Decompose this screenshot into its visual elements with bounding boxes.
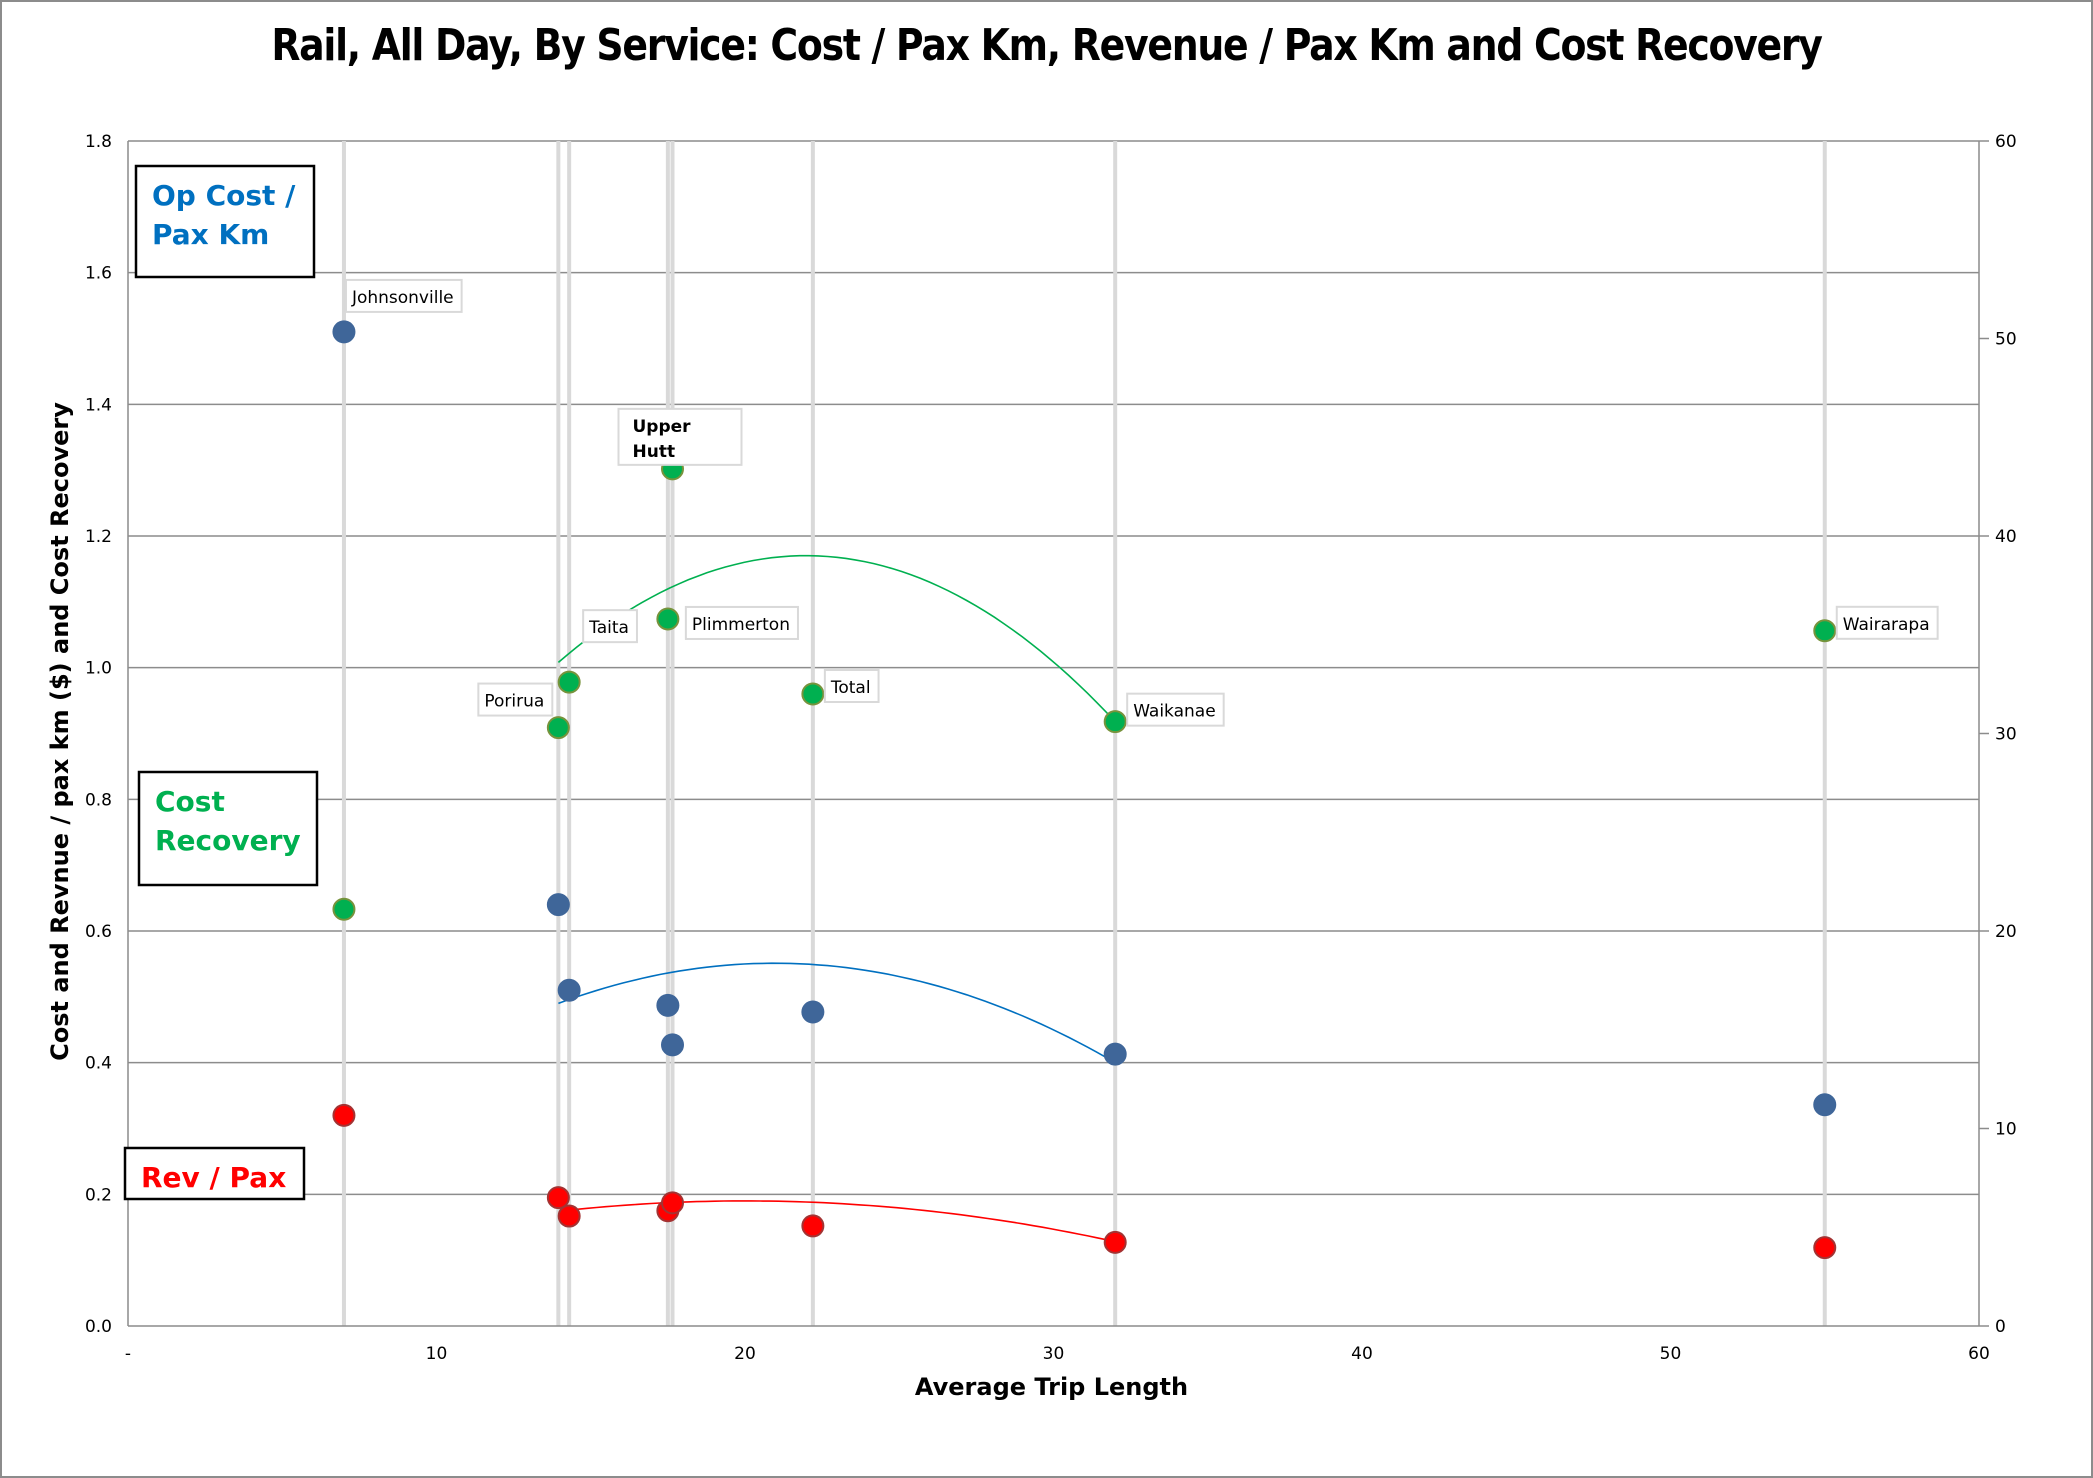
x-axis-title: Average Trip Length	[915, 1373, 1188, 1401]
data-points	[332, 320, 1837, 1260]
y-tick-label: 1.2	[85, 527, 112, 547]
callout-cost_recovery: Cost Recovery	[137, 770, 319, 887]
data-label-box	[684, 605, 799, 640]
point-op_cost	[332, 320, 356, 344]
point-revenue	[332, 1103, 356, 1127]
point-op_cost	[1813, 1093, 1837, 1117]
data-label: Waikanae	[1126, 692, 1225, 727]
point-cost_recovery	[546, 716, 570, 740]
y-tick-label: 0.2	[85, 1185, 112, 1205]
data-label: Taita	[582, 609, 638, 644]
callout-revenue: Rev / Pax	[123, 1146, 306, 1201]
data-label-text: Porirua	[484, 692, 544, 712]
x-tick-label: 40	[1351, 1344, 1373, 1364]
trendline-cost_recovery	[557, 554, 1116, 723]
point-op_cost	[656, 993, 680, 1017]
data-labels: Johnsonville Porirua Taita Plimmerton Upper H…	[344, 278, 1939, 727]
point-cost_recovery	[332, 897, 356, 921]
point-revenue	[1813, 1236, 1837, 1260]
callout-box	[137, 770, 319, 887]
y-tick-label: 0.0	[85, 1317, 112, 1337]
point-revenue	[557, 1204, 581, 1228]
trendlines	[557, 554, 1116, 1243]
data-label: Plimmerton	[684, 605, 799, 640]
point-revenue	[801, 1214, 825, 1238]
trendline-revenue	[569, 1200, 1116, 1243]
data-label-text: Waikanae	[1133, 702, 1215, 722]
data-label-box	[344, 278, 463, 313]
data-label-box	[477, 682, 554, 717]
y-tick-label: 1.6	[85, 264, 112, 284]
data-label: Wairarapa	[1835, 605, 1939, 640]
y2-tick-label: 10	[1995, 1120, 2017, 1140]
y-tick-label: 1.4	[85, 395, 112, 415]
point-op_cost	[1103, 1042, 1127, 1066]
y-tick-label: 1.0	[85, 659, 112, 679]
y-tick-label: 1.8	[85, 132, 112, 152]
point-cost_recovery	[801, 682, 825, 706]
axes: 0.0 0.2 0.4 0.6 0.8 1.0 1.2 1.4 1.6 1.8 0 10 20 30 40 5…	[85, 132, 2017, 1364]
y2-tick-label: 20	[1995, 922, 2017, 942]
x-tick-label: 60	[1968, 1344, 1990, 1364]
series-callouts: Op Cost / Pax Km Cost Recovery Rev / Pax	[123, 164, 319, 1201]
chart-title: Rail, All Day, By Service: Cost / Pax Km…	[271, 20, 1823, 71]
point-op_cost	[546, 893, 570, 917]
callout-text: Rev / Pax	[141, 1161, 286, 1194]
data-label-box	[582, 609, 638, 644]
point-revenue	[546, 1186, 570, 1210]
point-cost_recovery	[1103, 710, 1127, 734]
callout-text: Op Cost /	[152, 179, 296, 212]
data-label: Total	[823, 669, 880, 703]
point-cost_recovery	[656, 607, 680, 631]
data-label-box	[617, 407, 743, 466]
callout-text: Pax Km	[152, 218, 269, 251]
x-tick-label: -	[125, 1344, 131, 1364]
x-tick-label: 30	[1043, 1344, 1065, 1364]
data-label: Upper Hutt	[617, 407, 743, 466]
data-label: Johnsonville	[344, 278, 463, 313]
y-tick-label: 0.8	[85, 790, 112, 810]
x-tick-label: 20	[734, 1344, 756, 1364]
y2-tick-label: 50	[1995, 330, 2017, 350]
point-op_cost	[557, 978, 581, 1002]
y-tick-label: 0.4	[85, 1054, 112, 1074]
y2-tick-label: 60	[1995, 132, 2017, 152]
data-label-box	[1126, 692, 1225, 727]
y2-tick-label: 0	[1995, 1317, 2006, 1337]
callout-box	[123, 1146, 306, 1201]
y-axis-title: Cost and Revnue / pax km ($) and Cost Re…	[46, 402, 74, 1061]
point-op_cost	[801, 1000, 825, 1024]
y2-tick-label: 40	[1995, 527, 2017, 547]
data-label-text: Johnsonville	[351, 288, 454, 308]
callout-text: Cost	[155, 785, 225, 818]
data-label-text: Hutt	[633, 442, 676, 462]
data-label: Porirua	[477, 682, 554, 717]
data-label-text: Plimmerton	[692, 615, 790, 635]
y2-tick-label: 30	[1995, 725, 2017, 745]
data-label-box	[1835, 605, 1939, 640]
data-label-text: Total	[830, 678, 871, 698]
gridlines	[128, 140, 1979, 1196]
data-label-box	[823, 669, 880, 703]
x-tick-label: 50	[1660, 1344, 1682, 1364]
point-revenue	[1103, 1230, 1127, 1254]
x-tick-label: 10	[426, 1344, 448, 1364]
callout-text: Recovery	[155, 824, 301, 857]
point-op_cost	[661, 1033, 685, 1057]
point-cost_recovery	[557, 670, 581, 694]
data-label-text: Wairarapa	[1843, 615, 1930, 635]
callout-op_cost: Op Cost / Pax Km	[134, 164, 316, 279]
data-label-text: Taita	[588, 618, 629, 638]
trendline-op_cost	[558, 962, 1116, 1064]
point-cost_recovery	[1813, 619, 1837, 643]
y-tick-label: 0.6	[85, 922, 112, 942]
callout-box	[134, 164, 316, 279]
data-label-text: Upper	[633, 417, 692, 437]
point-revenue	[661, 1191, 685, 1215]
